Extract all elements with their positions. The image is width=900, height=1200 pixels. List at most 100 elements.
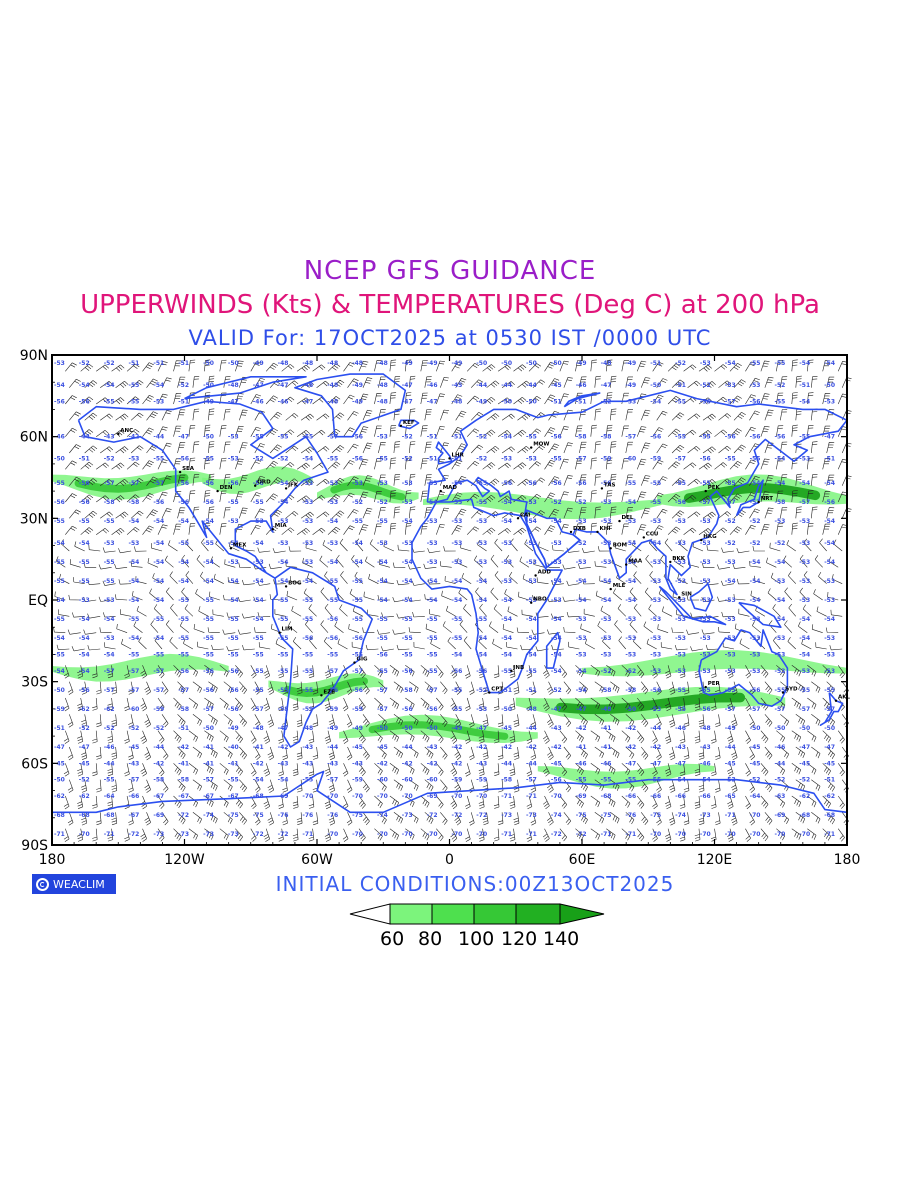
temperature-label: -53 [427, 518, 438, 525]
temperature-label: -54 [427, 499, 438, 506]
wind-barb [656, 410, 668, 421]
temperature-label: -55 [178, 635, 189, 642]
wind-barb [494, 571, 503, 584]
wind-barb [173, 795, 182, 809]
wind-barb [393, 746, 403, 759]
wind-barb [324, 763, 331, 777]
wind-barb [656, 779, 662, 793]
station-dot [530, 601, 533, 604]
wind-barb [649, 571, 657, 584]
temperature-label: -51 [452, 455, 463, 462]
wind-barb [563, 812, 572, 825]
jet-core [330, 481, 406, 501]
wind-barb [482, 364, 496, 372]
temperature-label: -57 [799, 499, 810, 506]
wind-barb [173, 523, 182, 535]
wind-barb [533, 559, 545, 568]
wind-barb [424, 441, 432, 454]
temperature-label: -70 [750, 812, 761, 819]
wind-barb [822, 491, 831, 503]
wind-barb [87, 613, 101, 619]
wind-barb [451, 427, 463, 437]
temperature-label: -57 [253, 706, 264, 713]
temperature-label: -67 [129, 812, 140, 819]
wind-barb [296, 462, 311, 470]
wind-barb [223, 812, 233, 824]
wind-barb [636, 730, 645, 744]
temperature-label: -54 [824, 480, 835, 487]
temperature-label: -53 [228, 518, 239, 525]
wind-barb [575, 795, 584, 808]
wind-barb [378, 714, 387, 727]
wind-barb [223, 376, 231, 388]
wind-barb [204, 359, 211, 372]
wind-barb [543, 795, 550, 810]
wind-barb [610, 473, 617, 486]
wind-barb [478, 571, 487, 584]
wind-barb [121, 638, 132, 650]
temperature-label: -55 [725, 455, 736, 462]
temperature-label: -50 [377, 725, 388, 732]
wind-barb [223, 441, 231, 454]
wind-barb [760, 491, 770, 503]
temperature-label: -49 [352, 725, 363, 732]
wind-barb [454, 746, 462, 761]
wind-barb [729, 493, 742, 503]
temperature-label: -53 [576, 635, 587, 642]
temperature-label: -48 [302, 382, 313, 389]
wind-barb [563, 746, 572, 760]
wind-barb [288, 546, 302, 552]
wind-barb [478, 828, 485, 842]
temperature-label: -55 [824, 687, 835, 694]
wind-barb [776, 425, 784, 437]
temperature-label: -53 [675, 518, 686, 525]
wind-barb [733, 593, 746, 601]
station-dot [596, 530, 599, 534]
wind-barb [219, 665, 229, 677]
wind-barb [188, 828, 198, 840]
wind-barb [342, 795, 349, 810]
wind-barb [579, 681, 588, 694]
wind-barb [378, 376, 386, 388]
wind-barb [825, 627, 839, 633]
temperature-label: -51 [576, 398, 587, 405]
temperature-label: -53 [54, 360, 65, 367]
wind-barb [250, 492, 261, 503]
temperature-label: -54 [501, 499, 512, 506]
temperature-label: -55 [153, 651, 164, 658]
temperature-label: -44 [775, 760, 786, 767]
wind-barb [543, 665, 550, 679]
wind-barb [694, 828, 701, 842]
wind-barb [618, 636, 627, 650]
temperature-label: -55 [551, 455, 562, 462]
temperature-label: -55 [278, 651, 289, 658]
wind-barb [362, 409, 373, 421]
temperature-label: -55 [278, 668, 289, 675]
temperature-label: -44 [501, 382, 512, 389]
lat-label: EQ [28, 593, 48, 609]
wind-barb [63, 730, 70, 744]
wind-barb [807, 763, 817, 775]
wind-barb [547, 746, 554, 761]
wind-barb [683, 527, 697, 535]
wind-barb [239, 442, 248, 454]
temperature-label: -53 [501, 578, 512, 585]
wind-barb [543, 697, 550, 712]
temperature-label: -55 [327, 578, 338, 585]
temperature-label: -48 [352, 360, 363, 367]
temperature-label: -53 [526, 559, 537, 566]
wind-barb [594, 714, 605, 726]
temperature-label: -66 [700, 793, 711, 800]
wind-barb [161, 475, 172, 486]
temperature-label: -54 [104, 651, 115, 658]
wind-barb [358, 697, 366, 711]
wind-barb [749, 377, 760, 388]
wind-barb [209, 591, 220, 601]
temperature-label: -56 [501, 480, 512, 487]
wind-barb [324, 603, 333, 617]
temperature-label: -51 [79, 455, 90, 462]
temperature-label: -56 [203, 687, 214, 694]
wind-barb [212, 609, 224, 617]
wind-barb [324, 571, 333, 584]
temperature-label: -53 [650, 518, 661, 525]
